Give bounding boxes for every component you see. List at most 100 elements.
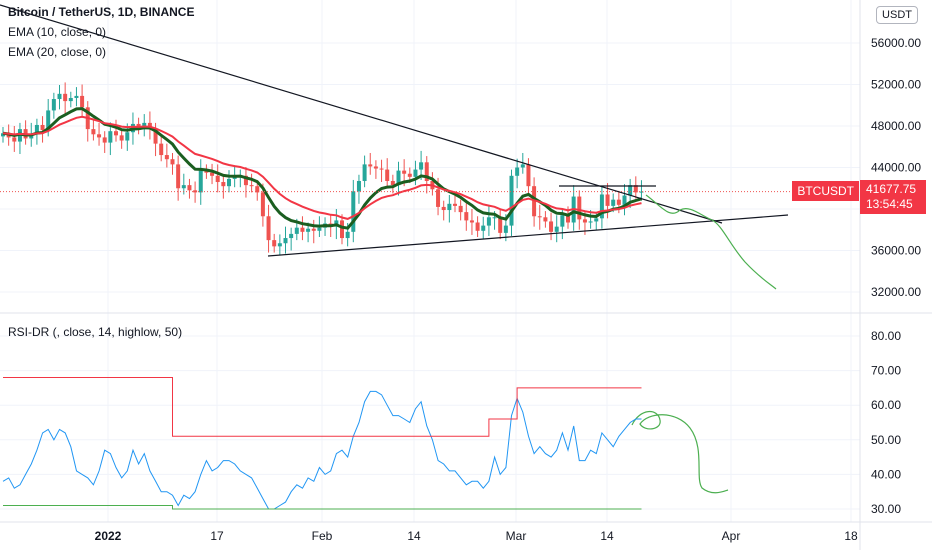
rsi-tick-label: 50.00 [871, 433, 901, 447]
rsi-tick-label: 70.00 [871, 364, 901, 378]
candle-body [594, 218, 599, 222]
rsi-legend[interactable]: RSI-DR (, close, 14, highlow, 50) [8, 322, 182, 342]
candle-body [272, 240, 277, 247]
candle-body [498, 217, 503, 233]
rsi-tick-label: 60.00 [871, 398, 901, 412]
candle-body [447, 203, 452, 211]
symbol-price-tag: BTCUSDT [792, 181, 859, 201]
candle-body [588, 221, 593, 223]
rsi-forecast-drawing [631, 411, 729, 494]
candle-body [340, 220, 344, 239]
candle-body [289, 233, 294, 239]
candle-body [413, 169, 418, 177]
descending-trendline [0, 4, 723, 224]
candle-body [481, 225, 486, 231]
last-price-tag: 41677.75 13:54:45 [860, 180, 926, 214]
candle-body [80, 95, 85, 108]
candle-body [424, 162, 429, 181]
candle-body [74, 95, 79, 98]
currency-button[interactable]: USDT [876, 6, 918, 24]
candle-body [611, 199, 616, 206]
time-tick-label: Feb [312, 529, 333, 543]
candle-body [306, 228, 311, 232]
candle-body [294, 227, 299, 234]
candle-body [63, 93, 68, 102]
candle-body [57, 93, 62, 100]
candle-body [407, 173, 412, 177]
candle-body [277, 243, 282, 247]
candle-body [605, 194, 610, 206]
price-tick-label: 52000.00 [871, 78, 921, 92]
candle-body [486, 217, 491, 226]
rsi-axis: 80.00 70.00 60.00 50.00 40.00 30.00 [871, 329, 901, 516]
rsi-legend-label: RSI-DR (, close, 14, highlow, 50) [8, 325, 183, 339]
candle-body [255, 186, 260, 193]
candle-body [368, 164, 373, 167]
candle-body [153, 129, 158, 144]
rsi-low-line [3, 505, 642, 510]
candle-body [622, 195, 627, 205]
candle-body [204, 170, 209, 173]
candle-body [566, 215, 570, 223]
price-tick-label: 56000.00 [871, 36, 921, 50]
candle-body [221, 182, 226, 187]
time-tick-label: 2022 [95, 529, 122, 543]
candle-body [396, 170, 401, 186]
forecast-drawing [645, 194, 777, 290]
candle-body [108, 131, 113, 143]
candle-body [198, 170, 203, 193]
rsi-tick-label: 30.00 [871, 502, 901, 516]
candle-body [549, 221, 554, 232]
candle-body [243, 175, 248, 186]
price-tick-label: 36000.00 [871, 244, 921, 258]
candle-body [125, 132, 130, 141]
rsi-high-line [3, 377, 642, 437]
candle-body [639, 191, 644, 193]
symbol-title[interactable]: Bitcoin / TetherUS, 1D, BINANCE [8, 5, 195, 19]
candle-body [1, 133, 5, 137]
candle-body [40, 124, 45, 131]
time-tick-label: 18 [844, 529, 858, 543]
candle-body [266, 216, 271, 241]
candle-body [356, 180, 361, 192]
candle-body [283, 238, 288, 244]
candle-body [458, 205, 463, 213]
candle-body [616, 199, 621, 205]
candle-body [170, 159, 175, 165]
ema10-legend[interactable]: EMA (10, close, 0) [8, 25, 107, 39]
candle-body [464, 212, 469, 221]
candle-body [181, 185, 186, 189]
candle-body [300, 227, 305, 232]
time-tick-label: 14 [407, 529, 421, 543]
rsi-tick-label: 80.00 [871, 329, 901, 343]
ascending-trendline [267, 214, 789, 257]
candle-body [419, 162, 424, 170]
candle-body [68, 97, 73, 102]
price-tick-label: 32000.00 [871, 285, 921, 299]
grid [0, 0, 860, 522]
time-tick-label: Mar [506, 529, 527, 543]
candle-body [345, 231, 350, 239]
candle-body [373, 166, 378, 169]
candle-body [317, 227, 322, 231]
candle-body [176, 164, 181, 189]
ema20-legend[interactable]: EMA (20, close, 0) [8, 45, 107, 59]
candle-body [492, 217, 497, 219]
candle-body [509, 175, 514, 226]
candle-body [102, 137, 107, 143]
price-axis: 56000.0052000.0048000.0044000.0040000.00… [871, 36, 921, 299]
candles [1, 82, 644, 255]
candle-body [554, 226, 559, 232]
time-tick-label: 14 [600, 529, 614, 543]
candle-body [582, 219, 587, 223]
time-tick-label: Apr [722, 529, 741, 543]
candle-body [232, 176, 237, 179]
candle-body [46, 110, 51, 131]
main-legend: Bitcoin / TetherUS, 1D, BINANCE EMA (10,… [8, 2, 194, 62]
candle-body [227, 178, 231, 187]
candle-body [475, 222, 480, 231]
candle-body [577, 196, 582, 220]
candle-body [210, 172, 215, 176]
candle-body [12, 137, 17, 142]
